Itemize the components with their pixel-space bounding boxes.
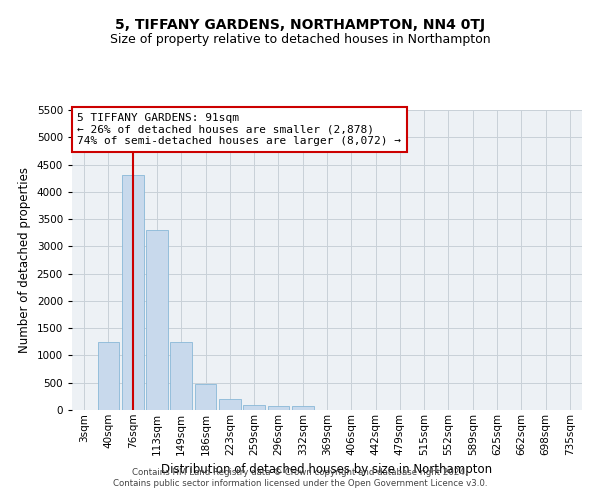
Y-axis label: Number of detached properties: Number of detached properties	[18, 167, 31, 353]
Bar	[292, 406, 314, 410]
Bar	[194, 384, 217, 410]
Bar	[219, 400, 241, 410]
X-axis label: Distribution of detached houses by size in Northampton: Distribution of detached houses by size …	[161, 463, 493, 476]
Text: Size of property relative to detached houses in Northampton: Size of property relative to detached ho…	[110, 32, 490, 46]
Text: 5 TIFFANY GARDENS: 91sqm
← 26% of detached houses are smaller (2,878)
74% of sem: 5 TIFFANY GARDENS: 91sqm ← 26% of detach…	[77, 113, 401, 146]
Bar	[146, 230, 168, 410]
Bar	[122, 176, 143, 410]
Bar	[243, 404, 265, 410]
Bar	[268, 406, 289, 410]
Bar	[170, 342, 192, 410]
Text: 5, TIFFANY GARDENS, NORTHAMPTON, NN4 0TJ: 5, TIFFANY GARDENS, NORTHAMPTON, NN4 0TJ	[115, 18, 485, 32]
Text: Contains HM Land Registry data © Crown copyright and database right 2024.
Contai: Contains HM Land Registry data © Crown c…	[113, 468, 487, 487]
Bar	[97, 342, 119, 410]
